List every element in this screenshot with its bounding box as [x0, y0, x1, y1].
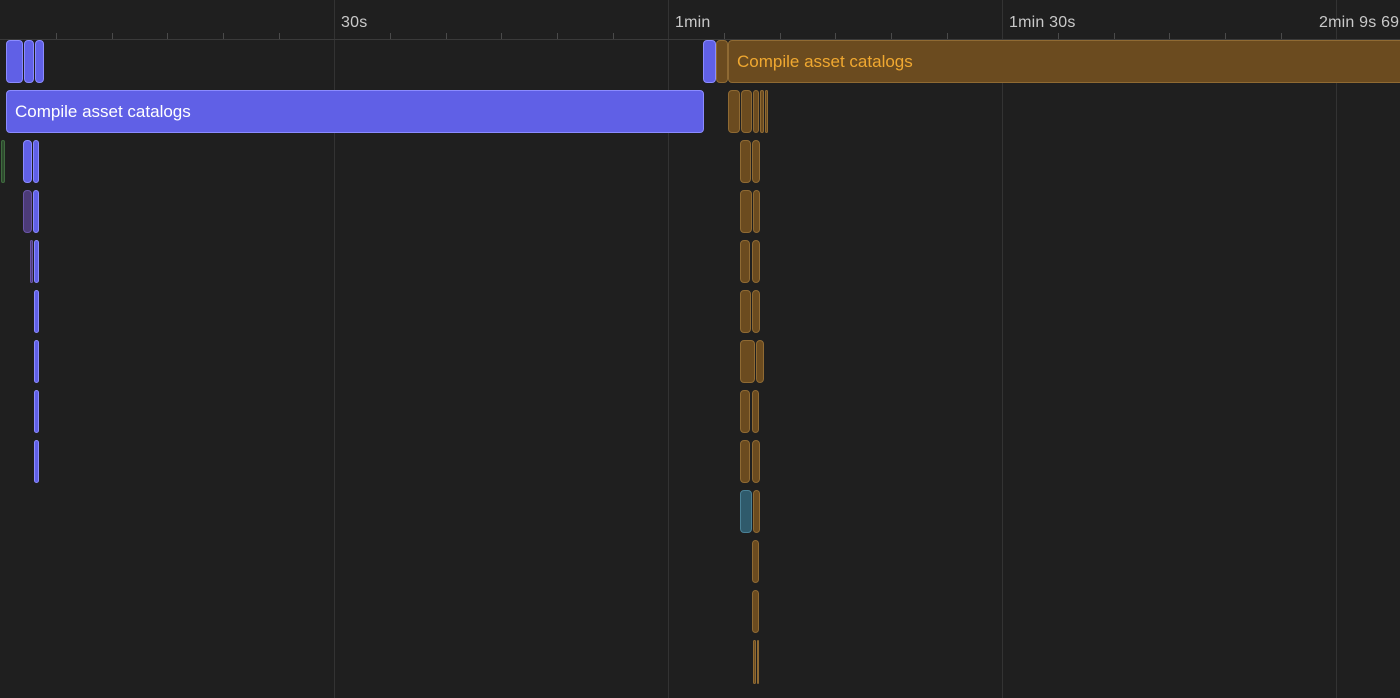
task-bar[interactable]	[740, 240, 750, 283]
minor-tick	[112, 33, 113, 39]
task-bar[interactable]	[23, 140, 32, 183]
task-bar[interactable]	[703, 40, 716, 83]
task-bar[interactable]	[765, 90, 768, 133]
compile-asset-catalogs-task-blue[interactable]: Compile asset catalogs	[6, 90, 704, 133]
task-bar[interactable]	[33, 140, 39, 183]
gridline-1min30s	[1002, 0, 1003, 698]
task-bar[interactable]	[1, 140, 5, 183]
task-bar[interactable]	[23, 190, 32, 233]
task-bar[interactable]	[753, 640, 756, 684]
task-bar[interactable]	[752, 440, 760, 483]
task-bar[interactable]	[756, 340, 764, 383]
gridline-end	[1336, 0, 1337, 698]
task-bar[interactable]	[716, 40, 728, 83]
tick-label-30s: 30s	[341, 14, 368, 31]
tick-label-1min30s: 1min 30s	[1009, 14, 1076, 31]
minor-tick	[891, 33, 892, 39]
task-bar[interactable]	[740, 140, 751, 183]
task-bar[interactable]	[752, 390, 759, 433]
task-bar[interactable]	[760, 90, 764, 133]
tick-label-end: 2min 9s 69	[1319, 14, 1400, 31]
minor-tick	[1169, 33, 1170, 39]
minor-tick	[1225, 33, 1226, 39]
minor-tick	[947, 33, 948, 39]
task-bar[interactable]	[753, 90, 759, 133]
minor-tick	[613, 33, 614, 39]
minor-tick	[223, 33, 224, 39]
task-bar[interactable]	[757, 640, 759, 684]
task-bar[interactable]	[752, 140, 760, 183]
minor-tick	[1058, 33, 1059, 39]
task-bar[interactable]	[34, 240, 39, 283]
minor-tick	[780, 33, 781, 39]
task-bar[interactable]	[740, 440, 750, 483]
minor-tick	[446, 33, 447, 39]
minor-tick	[56, 33, 57, 39]
minor-tick	[835, 33, 836, 39]
task-bar[interactable]	[34, 390, 39, 433]
task-bar[interactable]	[728, 90, 740, 133]
task-bar[interactable]	[752, 540, 759, 583]
time-ruler[interactable]: 30s 1min 1min 30s 2min 9s 69	[0, 0, 1400, 40]
gridline-1min	[668, 0, 669, 698]
task-bar[interactable]	[35, 40, 44, 83]
task-bar[interactable]	[34, 440, 39, 483]
task-bar[interactable]	[34, 340, 39, 383]
task-bar[interactable]	[740, 490, 752, 533]
task-bar[interactable]	[753, 490, 760, 533]
task-bar[interactable]	[752, 240, 760, 283]
minor-tick	[279, 33, 280, 39]
compile-asset-catalogs-task-orange[interactable]: Compile asset catalogs	[728, 40, 1400, 83]
minor-tick	[390, 33, 391, 39]
task-label: Compile asset catalogs	[15, 101, 191, 121]
tick-label-1min: 1min	[675, 14, 711, 31]
task-bar[interactable]	[752, 590, 759, 633]
task-bar[interactable]	[741, 90, 752, 133]
task-bar[interactable]	[30, 240, 33, 283]
task-bar[interactable]	[6, 40, 23, 83]
task-bar[interactable]	[740, 190, 752, 233]
minor-tick	[1114, 33, 1115, 39]
minor-tick	[724, 33, 725, 39]
task-bar[interactable]	[740, 390, 750, 433]
minor-tick	[501, 33, 502, 39]
task-label: Compile asset catalogs	[737, 51, 913, 71]
task-bar[interactable]	[740, 340, 755, 383]
task-bar[interactable]	[24, 40, 34, 83]
minor-tick	[167, 33, 168, 39]
task-bar[interactable]	[33, 190, 39, 233]
task-bar[interactable]	[34, 290, 39, 333]
task-bar[interactable]	[740, 290, 751, 333]
task-bar[interactable]	[752, 290, 760, 333]
gridline-30s	[334, 0, 335, 698]
minor-tick	[557, 33, 558, 39]
task-bar[interactable]	[753, 190, 760, 233]
minor-tick	[1281, 33, 1282, 39]
